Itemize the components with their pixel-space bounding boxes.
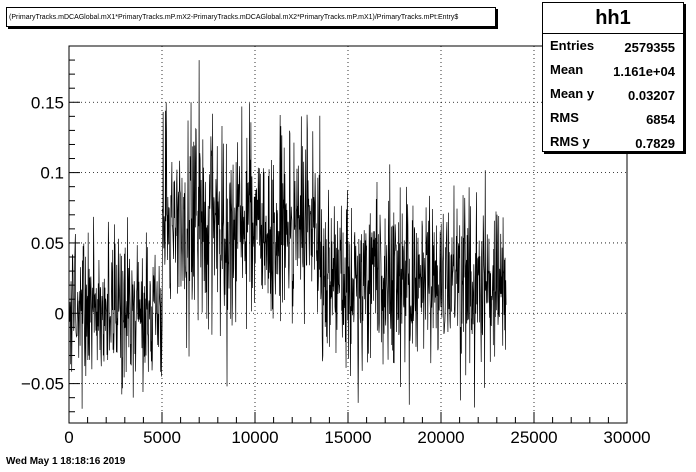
stats-label: Mean <box>550 62 584 77</box>
y-tick-label: 0.1 <box>40 164 64 183</box>
stats-label: Entries <box>550 38 595 53</box>
stats-value: 6854 <box>646 112 675 127</box>
stats-row-rms-y: RMS y 0.7829 <box>543 130 683 154</box>
stats-value: 0.03207 <box>628 88 675 103</box>
stats-row-mean-y: Mean y 0.03207 <box>543 82 683 106</box>
y-tick-label: 0.05 <box>31 234 64 253</box>
stats-label: Mean y <box>550 86 595 101</box>
stats-row-rms: RMS 6854 <box>543 106 683 130</box>
stats-name: hh1 <box>543 3 683 34</box>
stats-label: RMS y <box>550 134 590 149</box>
x-tick-label: 20000 <box>417 428 464 447</box>
data-series <box>68 60 507 409</box>
x-axis: 0 5000 10000 15000 20000 25000 30000 <box>64 412 651 447</box>
x-tick-label: 15000 <box>324 428 371 447</box>
series-line <box>68 60 507 409</box>
y-tick-label: 0 <box>55 304 64 323</box>
x-tick-label: 10000 <box>231 428 278 447</box>
timestamp: Wed May 1 18:18:16 2019 <box>6 456 126 467</box>
chart-title: (PrimaryTracks.mDCAGlobal.mX1*PrimaryTra… <box>6 7 496 27</box>
x-tick-label: 25000 <box>510 428 557 447</box>
x-tick-label: 5000 <box>143 428 181 447</box>
y-axis: −0.05 0 0.05 0.1 0.15 <box>21 45 80 413</box>
stats-label: RMS <box>550 110 579 125</box>
stats-row-mean: Mean 1.161e+04 <box>543 58 683 82</box>
stats-value: 0.7829 <box>635 136 675 151</box>
stats-value: 1.161e+04 <box>613 64 675 79</box>
y-tick-label: −0.05 <box>21 375 64 394</box>
y-tick-label: 0.15 <box>31 93 64 112</box>
stats-value: 2579355 <box>624 40 675 55</box>
x-tick-label: 0 <box>64 428 73 447</box>
x-tick-label: 30000 <box>603 428 650 447</box>
stats-box: hh1 Entries 2579355 Mean 1.161e+04 Mean … <box>542 2 684 152</box>
stats-row-entries: Entries 2579355 <box>543 34 683 58</box>
